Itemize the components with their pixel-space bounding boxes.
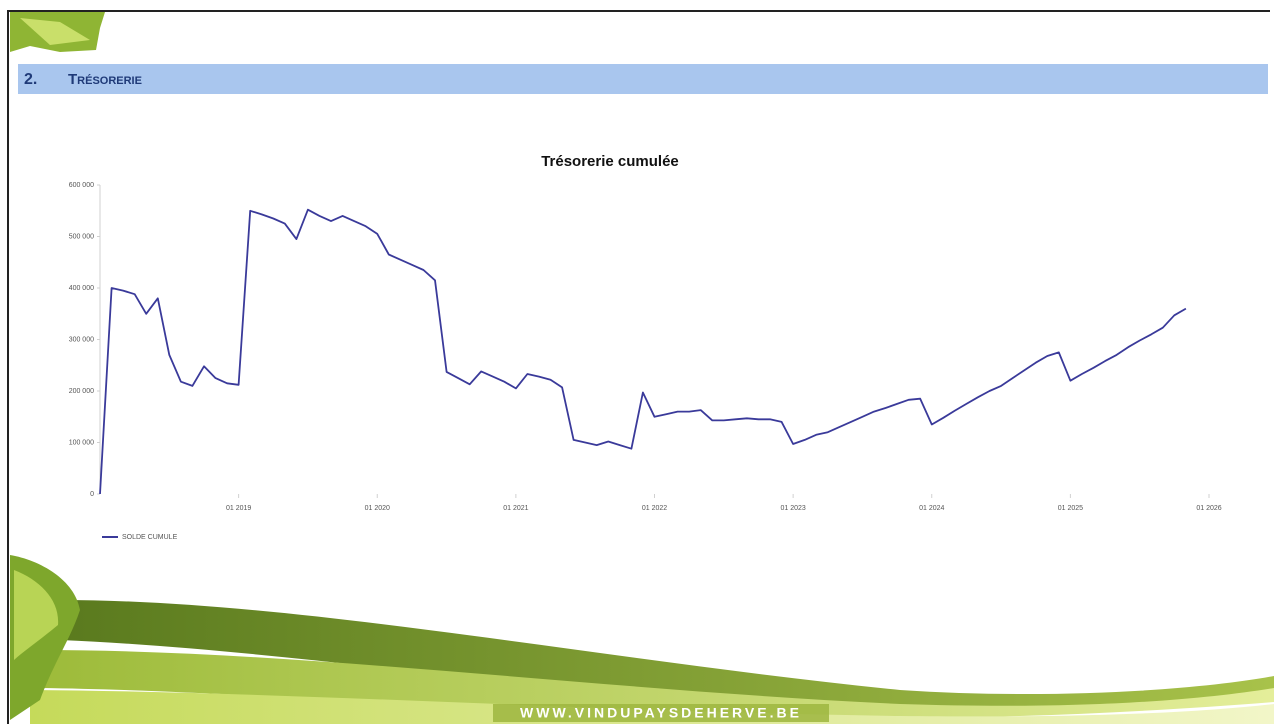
- y-tick-label: 100 000: [69, 439, 94, 446]
- x-tick-label: 01 2022: [642, 505, 667, 512]
- series-line: [99, 208, 1187, 495]
- x-tick-label: 01 2024: [919, 505, 944, 512]
- slide-border: [7, 10, 1270, 724]
- x-tick-label: 01 2025: [1058, 505, 1083, 512]
- y-tick-label: 0: [90, 491, 94, 498]
- x-tick-label: 01 2026: [1196, 505, 1221, 512]
- footer-url: WWW.VINDUPAYSDEHERVE.BE: [520, 705, 802, 721]
- leaf-top-light: [20, 18, 90, 45]
- y-tick-label: 300 000: [69, 336, 94, 343]
- heading-title: Trésorerie: [68, 71, 142, 88]
- y-tick-label: 200 000: [69, 388, 94, 395]
- heading-bar: [18, 64, 1268, 94]
- swoosh-light: [30, 690, 1274, 724]
- y-tick-label: 400 000: [69, 285, 94, 292]
- leaf-left-light: [14, 570, 59, 660]
- heading-number: 2.: [24, 71, 37, 88]
- x-tick-label: 01 2023: [780, 505, 805, 512]
- chart-title: Trésorerie cumulée: [541, 153, 679, 170]
- y-tick-label: 600 000: [69, 182, 94, 189]
- y-tick-label: 500 000: [69, 233, 94, 240]
- x-tick-label: 01 2019: [226, 505, 251, 512]
- swoosh-mid: [40, 650, 1274, 720]
- x-tick-label: 01 2020: [365, 505, 390, 512]
- legend-label: SOLDE CUMULE: [122, 534, 178, 541]
- x-tick-label: 01 2021: [503, 505, 528, 512]
- footer-band: [493, 704, 829, 722]
- swoosh-dark: [60, 600, 1274, 713]
